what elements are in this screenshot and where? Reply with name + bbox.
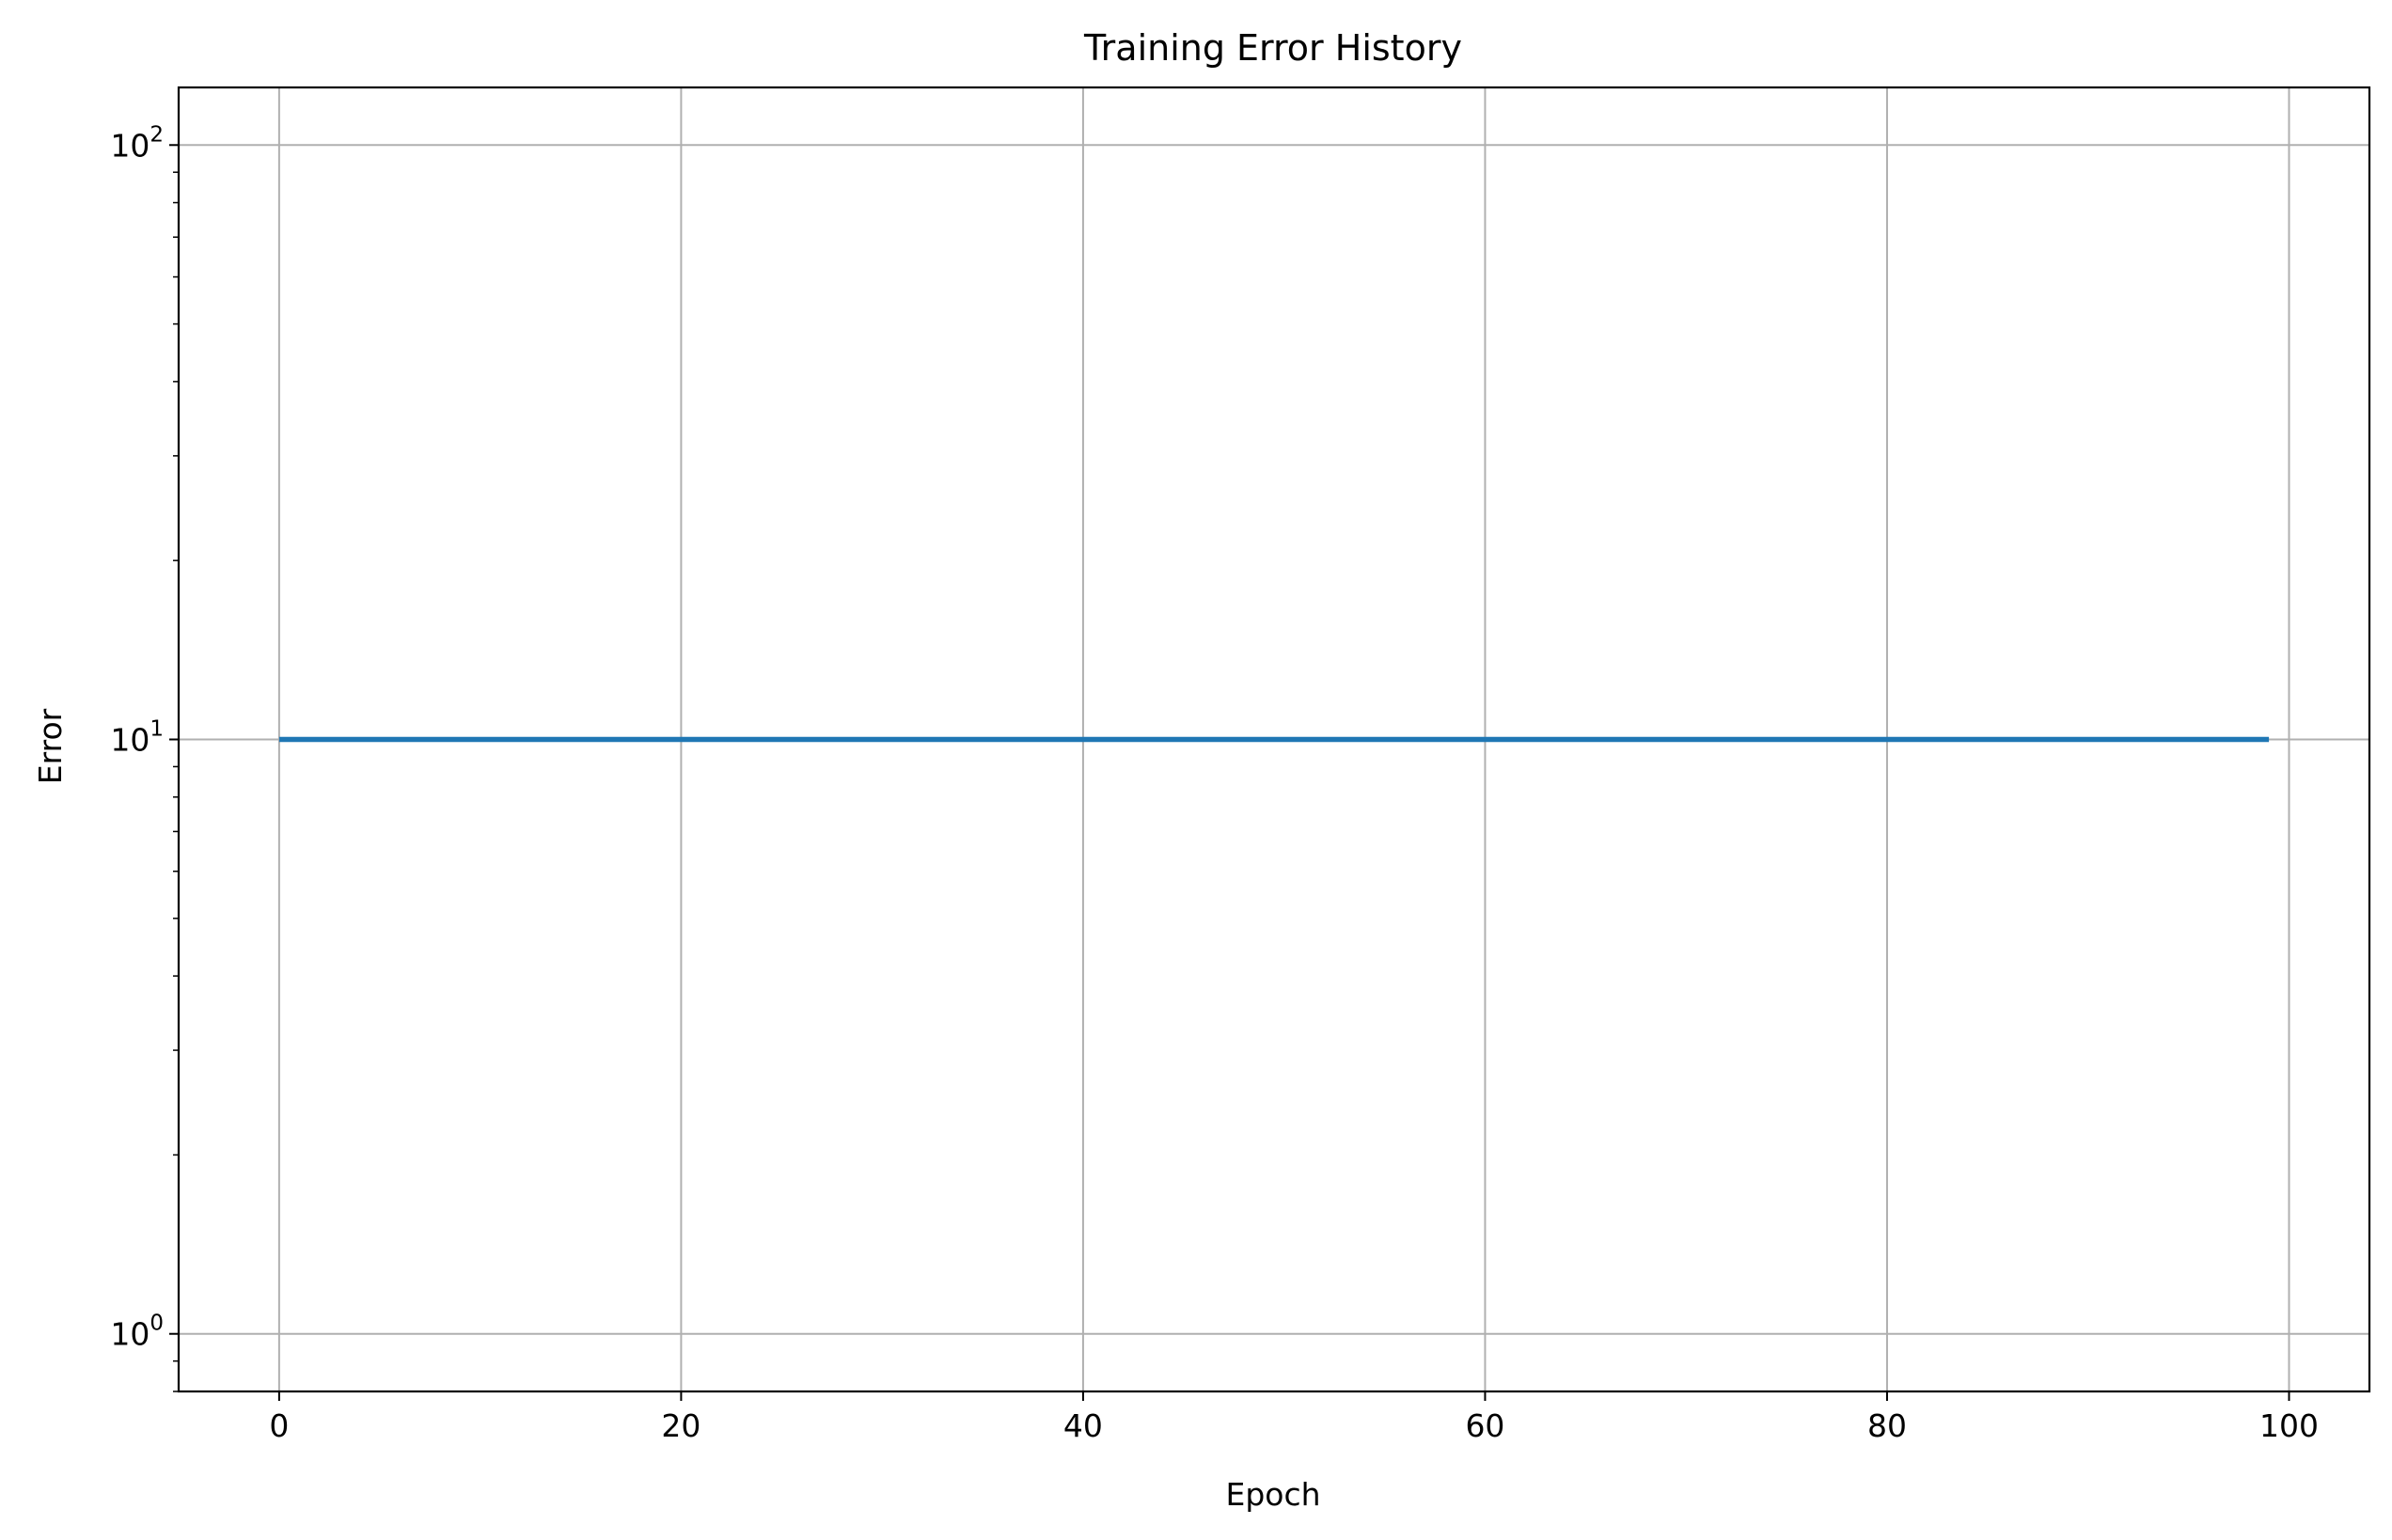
y-tick-label-base: 10 bbox=[110, 1316, 150, 1353]
chart-title: Training Error History bbox=[1083, 27, 1462, 69]
x-tick-label: 40 bbox=[1063, 1407, 1103, 1444]
y-tick-label-base: 10 bbox=[110, 127, 150, 164]
y-tick-label-base: 10 bbox=[110, 722, 150, 759]
x-tick-label: 0 bbox=[269, 1407, 289, 1444]
y-tick-label-exponent: 1 bbox=[150, 717, 164, 742]
x-tick-label: 20 bbox=[661, 1407, 700, 1444]
y-tick-label: 102 bbox=[110, 122, 164, 164]
x-tick-label: 100 bbox=[2259, 1407, 2319, 1444]
y-tick-label: 101 bbox=[110, 717, 164, 759]
y-tick-label-exponent: 0 bbox=[150, 1312, 164, 1336]
x-tick-label: 60 bbox=[1465, 1407, 1504, 1444]
y-tick-label-exponent: 2 bbox=[150, 122, 164, 147]
y-axis-label: Error bbox=[32, 708, 69, 784]
x-tick-label: 80 bbox=[1867, 1407, 1907, 1444]
x-axis-label: Epoch bbox=[1225, 1476, 1320, 1513]
y-tick-label: 100 bbox=[110, 1312, 164, 1353]
x-axis-ticks: 0 20 40 60 80 100 bbox=[269, 1391, 2319, 1444]
